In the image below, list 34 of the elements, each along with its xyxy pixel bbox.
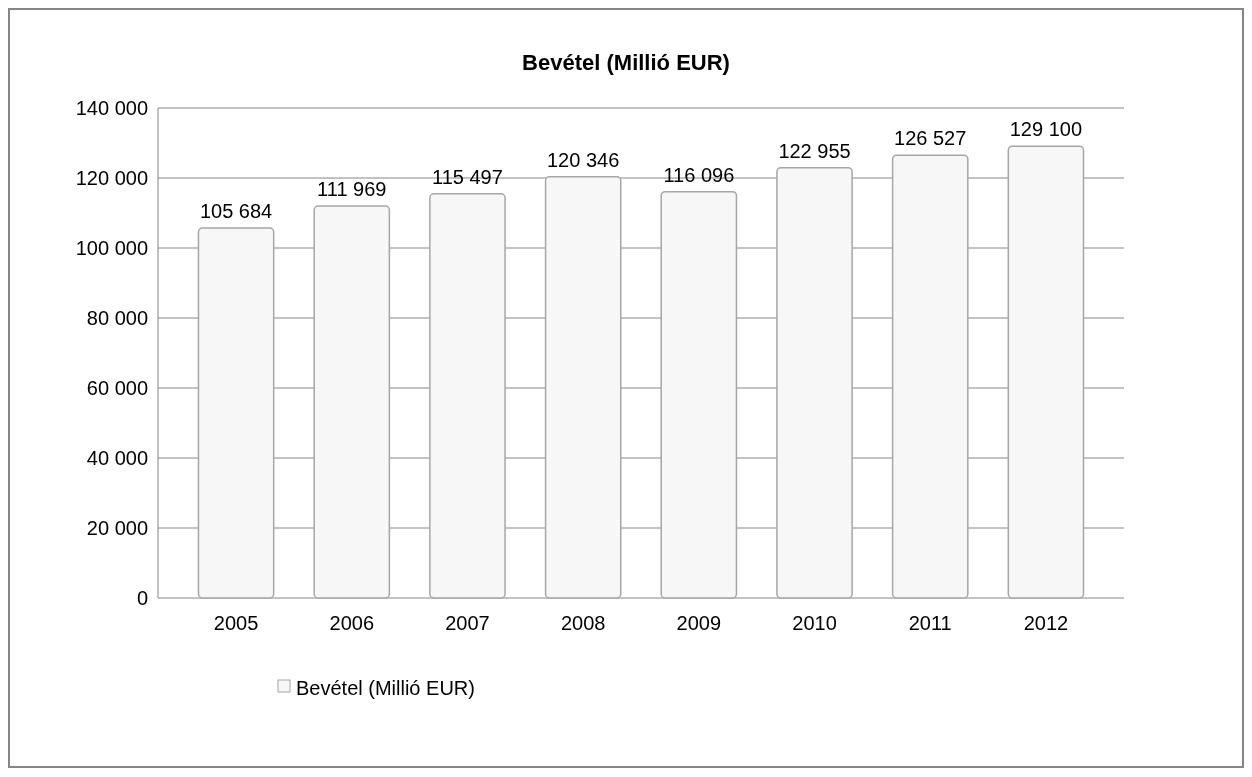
y-tick-label: 80 000 [86,307,148,329]
data-label: 129 100 [1009,118,1083,141]
x-tick-label: 2012 [1023,612,1069,634]
data-label: 126 527 [894,127,967,150]
bar [891,154,969,599]
x-tick-label: 2006 [329,612,375,634]
y-tick-label: 140 000 [75,97,148,119]
y-tick-label: 0 [136,587,148,609]
bar [660,190,738,599]
bar [313,205,391,599]
data-label: 111 969 [317,178,387,201]
data-label: 105 684 [199,200,273,223]
bar [544,176,622,599]
data-label: 122 955 [778,139,851,162]
y-tick-label: 60 000 [86,377,148,399]
x-tick-label: 2005 [213,612,259,634]
bar [197,227,275,599]
x-tick-label: 2009 [676,612,722,634]
y-tick-label: 100 000 [75,237,148,259]
x-tick-label: 2010 [792,612,837,634]
data-label: 115 497 [432,165,503,188]
x-tick-label: 2007 [445,612,490,634]
data-label: 116 096 [663,163,735,186]
data-label: 120 346 [547,148,620,171]
legend-label: Bevétel (Millió EUR) [296,677,475,699]
bar [429,193,506,599]
x-tick-label: 2011 [908,612,952,634]
bar [1007,145,1085,599]
x-tick-label: 2008 [560,612,606,634]
y-tick-label: 120 000 [75,167,148,189]
chart-title: Bevétel (Millió EUR) [522,50,730,75]
bar [776,166,853,599]
y-tick-label: 40 000 [86,447,148,469]
y-tick-label: 20 000 [86,517,148,539]
